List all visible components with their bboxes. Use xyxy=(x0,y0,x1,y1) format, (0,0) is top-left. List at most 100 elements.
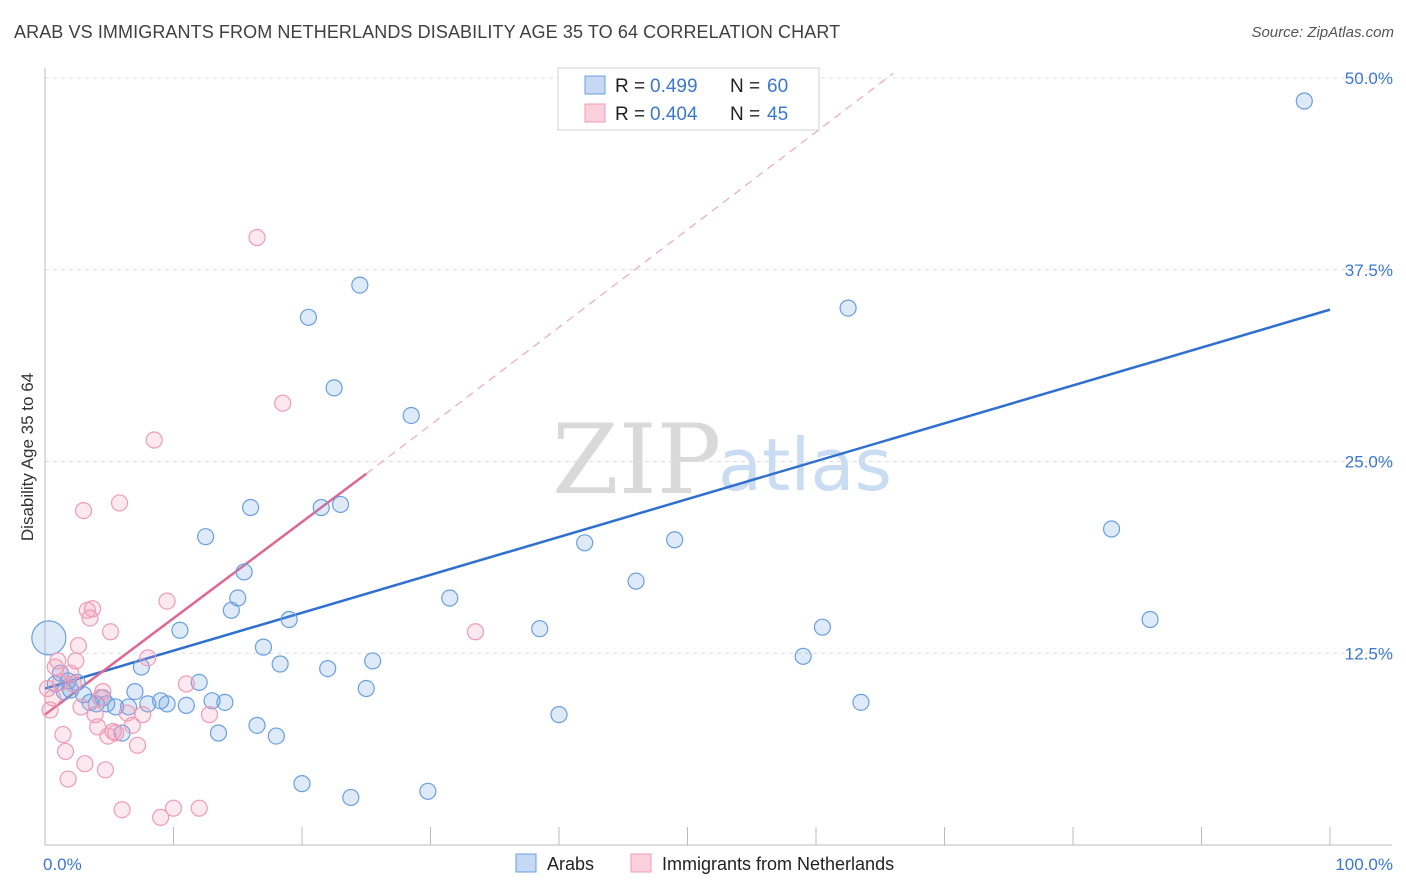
arab-point-0 xyxy=(31,620,67,656)
neth-point-36 xyxy=(152,808,170,826)
neth-point-35 xyxy=(145,431,163,449)
legend-n-label-2: N = xyxy=(730,104,760,125)
arab-point-40 xyxy=(325,379,343,397)
neth-point-33 xyxy=(134,706,152,724)
arab-point-52 xyxy=(627,572,645,590)
trend-lines xyxy=(44,72,1331,716)
arab-point-55 xyxy=(813,618,832,636)
chart-title: ARAB VS IMMIGRANTS FROM NETHERLANDS DISA… xyxy=(14,22,841,42)
arab-point-24 xyxy=(203,692,221,710)
y-tick-label-1: 25.0% xyxy=(1345,453,1393,472)
arab-point-60 xyxy=(1295,92,1313,110)
arab-point-59 xyxy=(1141,610,1159,629)
neth-point-15 xyxy=(76,755,94,773)
arab-point-45 xyxy=(364,652,382,670)
arab-point-22 xyxy=(190,673,208,691)
arab-point-37 xyxy=(299,308,318,326)
arab-point-34 xyxy=(271,655,289,673)
neth-point-2 xyxy=(44,689,62,707)
arab-point-56 xyxy=(839,299,857,317)
arab-point-38 xyxy=(312,498,330,517)
neth-point-37 xyxy=(158,592,176,610)
watermark-zip: ZIP xyxy=(552,404,721,516)
neth-point-39 xyxy=(177,675,195,693)
arab-point-15 xyxy=(126,682,144,701)
arab-point-49 xyxy=(531,620,549,638)
arab-point-39 xyxy=(319,659,337,678)
legend-r-value-1: 0.499 xyxy=(650,76,698,97)
arab-point-57 xyxy=(852,693,870,711)
bottom-legend-swatch-arabs xyxy=(515,853,537,873)
arab-point-47 xyxy=(419,782,437,800)
arab-point-16 xyxy=(132,658,150,676)
legend-r-value-2: 0.404 xyxy=(650,104,698,125)
bottom-legend-neth: Immigrants from Netherlands xyxy=(662,854,894,874)
arabs-trend-line xyxy=(44,308,1331,690)
arab-point-42 xyxy=(342,788,360,807)
neth-point-42 xyxy=(248,228,266,247)
neth-trend-extension xyxy=(365,72,894,475)
arab-point-30 xyxy=(242,498,260,517)
legend-n-value-2: 45 xyxy=(767,104,788,125)
neth-point-12 xyxy=(69,636,88,655)
arab-point-43 xyxy=(351,276,369,294)
neth-point-14 xyxy=(74,501,93,520)
neth-trend-line xyxy=(44,472,367,716)
arab-point-23 xyxy=(197,528,215,546)
arab-point-14 xyxy=(119,698,138,716)
arab-point-35 xyxy=(280,610,298,629)
arab-point-41 xyxy=(331,495,350,514)
source-label: Source: ZipAtlas.com xyxy=(1251,24,1394,41)
arab-point-20 xyxy=(171,621,189,639)
legend-swatch-neth xyxy=(584,103,606,123)
y-tick-label-2: 37.5% xyxy=(1345,261,1393,280)
neth-point-27 xyxy=(107,724,125,742)
arab-point-32 xyxy=(254,638,273,656)
neth-point-29 xyxy=(113,801,131,819)
arab-point-51 xyxy=(576,534,594,552)
legend-r-label-1: R = xyxy=(615,76,645,97)
arab-point-36 xyxy=(293,775,311,793)
neth-point-4 xyxy=(49,652,67,670)
legend-swatch-arabs xyxy=(584,75,606,95)
arab-point-50 xyxy=(550,706,568,724)
arab-point-53 xyxy=(666,531,684,549)
legend: R = 0.499 N = 60 R = 0.404 N = 45 xyxy=(557,67,820,131)
arab-point-25 xyxy=(216,693,234,711)
arab-point-17 xyxy=(139,695,157,713)
neth-point-38 xyxy=(164,799,183,817)
neth-point-8 xyxy=(59,770,77,788)
tick-labels: 12.5% 25.0% 37.5% 50.0% 0.0% 100.0% xyxy=(43,69,1393,874)
neth-point-32 xyxy=(128,736,147,754)
neth-point-22 xyxy=(94,682,112,701)
neth-point-34 xyxy=(139,649,157,667)
y-tick-label-3: 50.0% xyxy=(1345,69,1393,88)
data-points xyxy=(31,92,1313,826)
arab-point-29 xyxy=(235,563,253,581)
bottom-legend-swatch-neth xyxy=(630,853,652,873)
neth-point-31 xyxy=(123,716,141,734)
neth-point-6 xyxy=(54,725,72,744)
y-axis-label: Disability Age 35 to 64 xyxy=(18,373,37,541)
bottom-legend-arabs: Arabs xyxy=(547,854,594,874)
bottom-legend: Arabs Immigrants from Netherlands xyxy=(515,853,894,874)
arab-point-58 xyxy=(1102,520,1121,538)
x-tick-label-0: 0.0% xyxy=(43,855,82,874)
legend-n-label-1: N = xyxy=(730,76,760,97)
arab-point-48 xyxy=(441,589,459,607)
arab-point-31 xyxy=(248,716,266,734)
arab-point-21 xyxy=(177,696,195,715)
arab-point-28 xyxy=(229,589,247,607)
arab-point-46 xyxy=(402,406,420,425)
neth-point-40 xyxy=(190,799,208,817)
neth-point-28 xyxy=(110,494,129,512)
arab-point-26 xyxy=(209,724,228,742)
neth-point-18 xyxy=(83,600,102,618)
arab-point-54 xyxy=(794,647,812,665)
neth-point-43 xyxy=(274,394,292,412)
x-tick-label-1: 100.0% xyxy=(1335,855,1393,874)
arab-point-44 xyxy=(357,679,375,698)
arab-point-33 xyxy=(267,727,285,745)
neth-point-10 xyxy=(64,675,82,693)
